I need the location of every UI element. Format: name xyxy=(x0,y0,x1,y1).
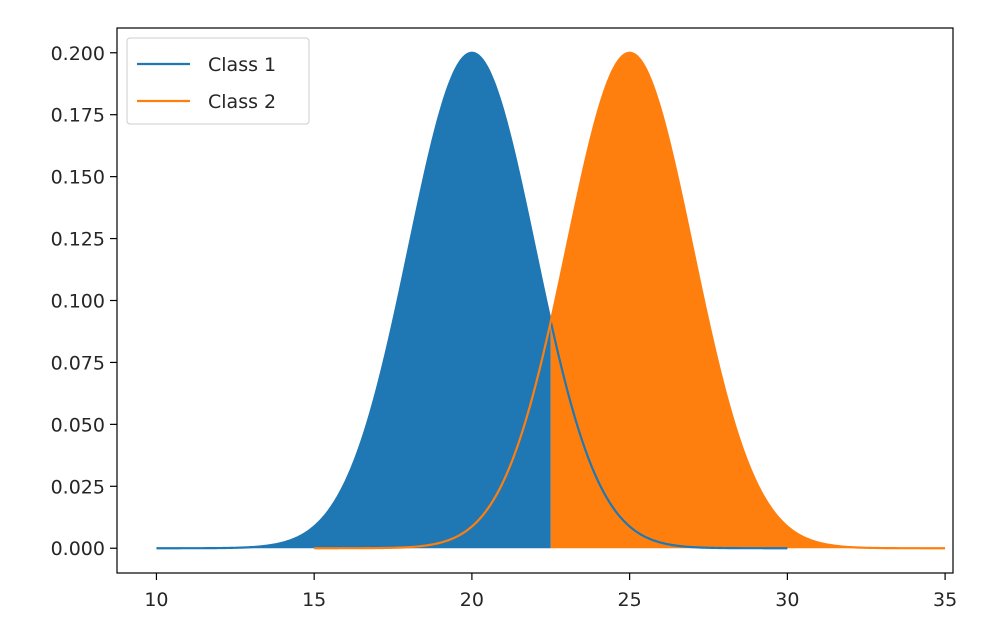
x-tick-label: 35 xyxy=(933,589,957,611)
y-axis: 0.000 0.025 0.050 0.075 0.100 0.125 0.150 0.175… xyxy=(51,43,117,560)
legend-label-class-2: Class 2 xyxy=(208,91,276,113)
y-tick-label: 0.150 xyxy=(51,167,105,189)
y-tick-label: 0.025 xyxy=(51,476,105,498)
y-tick-label: 0.125 xyxy=(51,229,105,251)
legend-label-class-1: Class 1 xyxy=(208,54,276,76)
legend: Class 1 Class 2 xyxy=(126,37,310,125)
fill-area-class-2 xyxy=(550,52,946,549)
line-layer xyxy=(156,51,946,550)
fill-area-class-1 xyxy=(156,52,551,549)
series-line-class-1 xyxy=(156,51,788,550)
y-tick-label: 0.000 xyxy=(51,538,105,560)
x-tick-label: 20 xyxy=(460,589,484,611)
x-tick-label: 15 xyxy=(302,589,326,611)
y-tick-label: 0.050 xyxy=(51,414,105,436)
x-tick-label: 10 xyxy=(144,589,168,611)
x-tick-label: 30 xyxy=(775,589,799,611)
y-tick-label: 0.175 xyxy=(51,105,105,127)
y-tick-label: 0.100 xyxy=(51,291,105,313)
x-axis: 10 15 20 25 30 35 xyxy=(144,573,957,611)
x-tick-label: 25 xyxy=(618,589,642,611)
legend-box xyxy=(126,37,310,125)
fill-layer xyxy=(156,52,946,549)
series-line-class-2 xyxy=(314,51,946,550)
y-tick-label: 0.075 xyxy=(51,352,105,374)
y-tick-label: 0.200 xyxy=(51,43,105,65)
